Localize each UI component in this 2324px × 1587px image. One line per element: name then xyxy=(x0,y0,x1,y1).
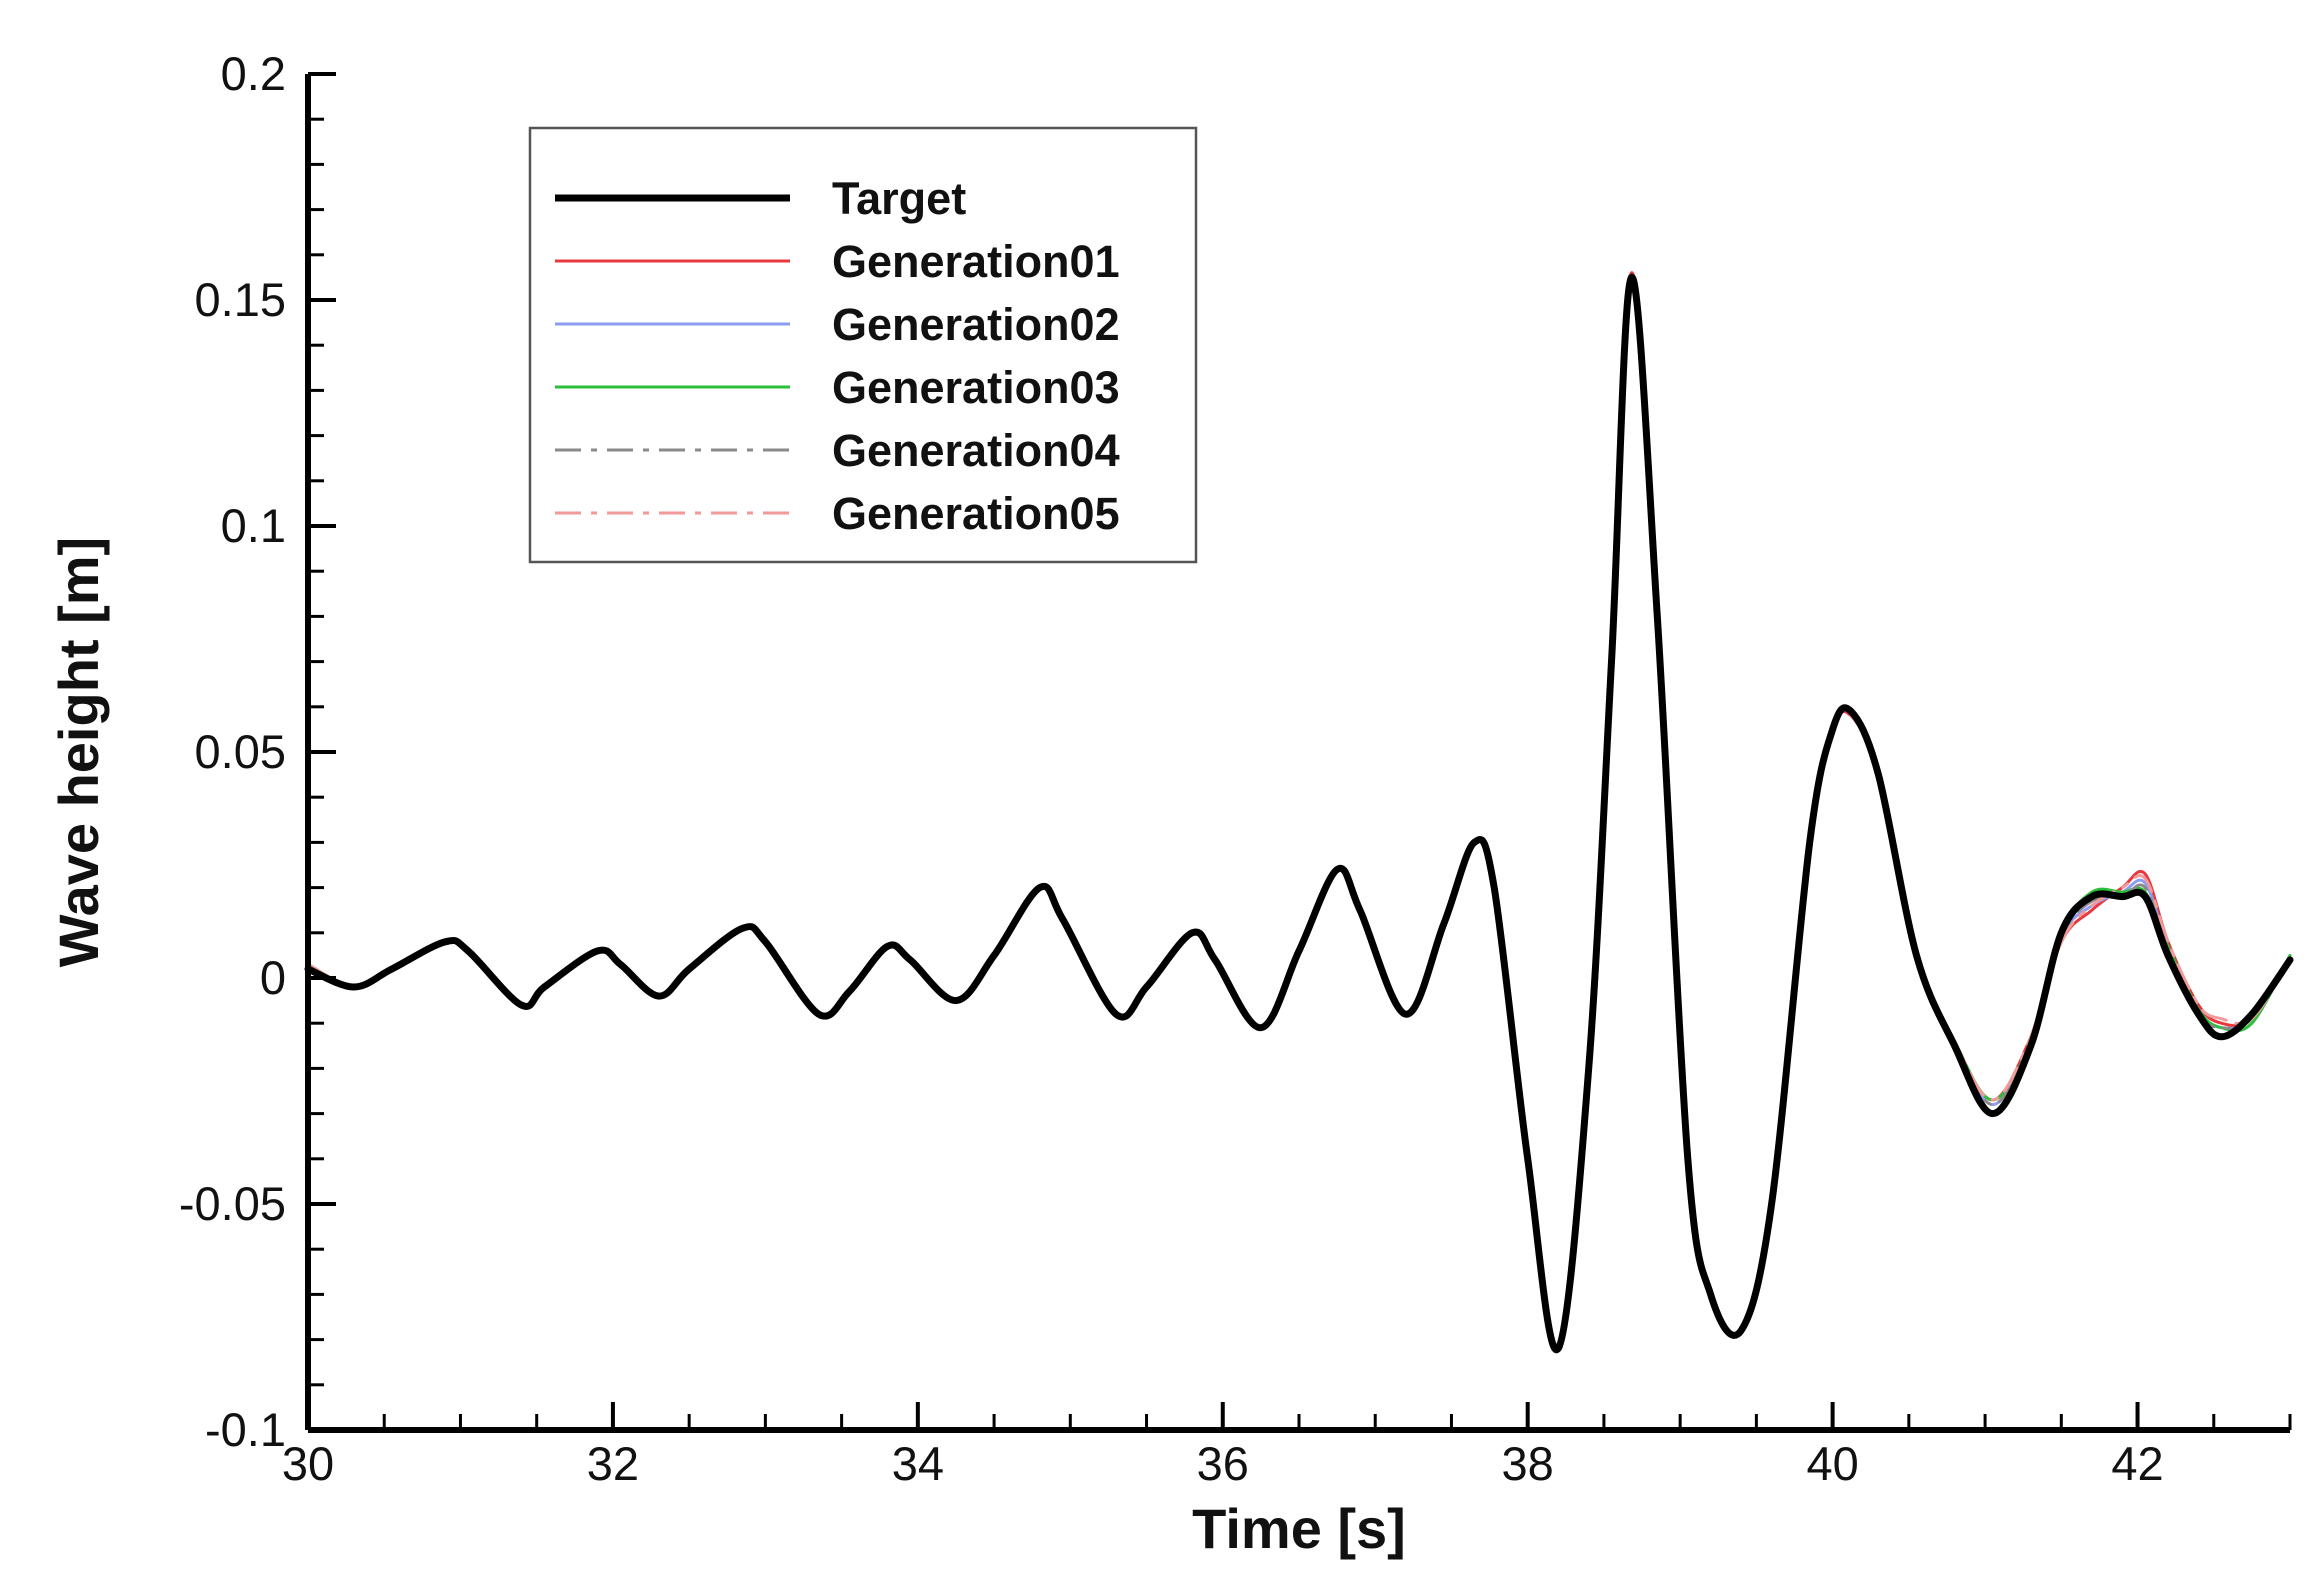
y-tick-label: 0.15 xyxy=(195,273,286,326)
x-tick-label: 34 xyxy=(892,1437,944,1490)
y-tick-label: 0.05 xyxy=(195,725,286,778)
y-tick-label: -0.05 xyxy=(179,1177,286,1230)
legend-item: Generation02 xyxy=(555,299,1120,350)
legend-label: Generation01 xyxy=(832,236,1120,287)
legend-item: Generation05 xyxy=(555,488,1120,539)
y-axis-title: Wave height [m] xyxy=(47,537,110,967)
axes-layer: 30 32 34 36 38 40 42 -0.1 -0.05 0 0.05 0.1 0.15 0.2 xyxy=(179,47,2292,1490)
legend-item: Generation04 xyxy=(555,425,1120,476)
y-tick-label: 0.1 xyxy=(221,499,286,552)
y-tick-label: 0.2 xyxy=(221,47,286,100)
y-tick-label: -0.1 xyxy=(205,1403,286,1456)
legend-label: Generation02 xyxy=(832,299,1120,350)
x-tick-label: 30 xyxy=(282,1437,334,1490)
x-tick-label: 38 xyxy=(1502,1437,1554,1490)
legend-item: Generation03 xyxy=(555,362,1120,413)
legend-label: Generation05 xyxy=(832,488,1120,539)
series-line-target xyxy=(304,273,2294,1354)
x-ticks: 30 32 34 36 38 40 42 xyxy=(282,1402,2292,1490)
legend-label: Generation03 xyxy=(832,362,1120,413)
x-tick-label: 32 xyxy=(587,1437,639,1490)
x-tick-label: 42 xyxy=(2111,1437,2163,1490)
series-layer xyxy=(304,271,2294,1354)
x-tick-label: 40 xyxy=(1806,1437,1858,1490)
y-ticks: -0.1 -0.05 0 0.05 0.1 0.15 0.2 xyxy=(179,47,336,1456)
legend-item: Target xyxy=(555,173,966,224)
legend-label: Target xyxy=(832,173,966,224)
x-axis-title: Time [s] xyxy=(1192,1497,1406,1560)
legend-item: Generation01 xyxy=(555,236,1120,287)
legend: Target Generation01 Generation02 Generation… xyxy=(528,126,1198,564)
y-tick-label: 0 xyxy=(260,951,286,1004)
x-tick-label: 36 xyxy=(1197,1437,1249,1490)
legend-label: Generation04 xyxy=(832,425,1120,476)
